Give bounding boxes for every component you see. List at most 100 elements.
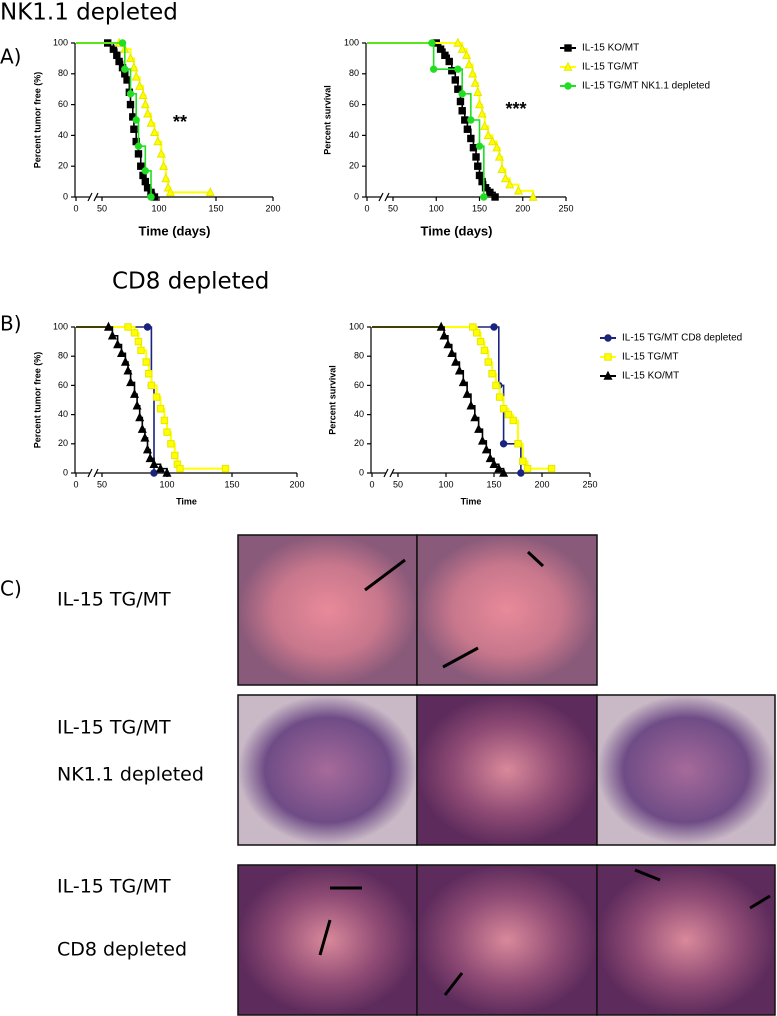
y-tick-label: 80 (58, 351, 68, 361)
marker (487, 136, 497, 146)
marker (519, 457, 527, 466)
micrograph (416, 694, 598, 846)
legend-label: IL-15 TG/MT (622, 352, 679, 363)
marker (496, 393, 504, 401)
legend-label: IL-15 KO/MT (582, 43, 639, 54)
micrograph (237, 864, 418, 1016)
marker (147, 381, 156, 390)
marker (477, 108, 487, 118)
x-axis-label: Time (461, 496, 482, 506)
marker (474, 423, 484, 433)
marker (161, 173, 171, 183)
marker (163, 428, 171, 436)
micrograph (237, 694, 418, 846)
x-tick-label: 200 (515, 203, 530, 213)
marker (454, 365, 464, 375)
x-axis-label: Time (days) (420, 223, 492, 238)
marker (146, 117, 156, 127)
axis-break (93, 192, 99, 202)
marker (474, 99, 485, 109)
micrograph (416, 534, 598, 686)
row-label: IL-15 TG/MT (57, 876, 171, 898)
legend-label: IL-15 TG/MT NK1.1 depleted (582, 81, 710, 92)
marker (485, 453, 495, 463)
y-tick-label: 80 (349, 68, 359, 78)
marker (140, 432, 150, 442)
axis-break (378, 192, 384, 202)
marker (171, 451, 179, 460)
legend-marker (603, 370, 613, 380)
marker (462, 388, 472, 398)
y-tick-label: 20 (58, 438, 68, 448)
marker (134, 142, 143, 150)
marker (145, 453, 155, 463)
x-tick-label: 200 (289, 479, 304, 489)
marker (469, 144, 478, 152)
marker (475, 171, 484, 180)
marker (470, 412, 480, 422)
x-tick-label: 50 (97, 203, 107, 213)
marker (494, 151, 504, 161)
marker (497, 163, 507, 173)
x-tick-label: 0 (364, 203, 369, 213)
marker (116, 347, 127, 357)
x-tick-label: 250 (558, 203, 573, 213)
marker (121, 65, 129, 73)
axis-break (87, 192, 93, 202)
marker (451, 356, 461, 366)
marker (436, 45, 445, 53)
marker (429, 65, 438, 73)
marker (115, 57, 123, 66)
marker (137, 346, 145, 355)
marker (480, 193, 488, 201)
arrows (318, 550, 771, 996)
marker (499, 467, 509, 477)
annotation: ** (173, 112, 187, 132)
marker (468, 68, 478, 78)
marker (500, 173, 510, 183)
panel-label: B) (0, 312, 22, 336)
micrograph (237, 534, 418, 686)
survival-curve (372, 326, 552, 470)
marker (141, 167, 150, 175)
marker (509, 416, 517, 425)
marker (517, 469, 525, 477)
y-tick-label: 60 (354, 380, 364, 390)
x-tick-label: 150 (472, 203, 487, 213)
marker (132, 116, 140, 124)
legend-label: IL-15 TG/MT (582, 62, 639, 73)
micrograph (596, 694, 776, 846)
marker (514, 440, 522, 448)
marker (129, 62, 139, 72)
x-tick-label: 0 (369, 479, 374, 489)
marker (486, 188, 494, 197)
y-tick-label: 0 (354, 191, 359, 201)
y-tick-label: 0 (359, 467, 364, 477)
y-tick-label: 100 (349, 321, 364, 331)
marker (126, 90, 135, 98)
y-tick-label: 40 (349, 130, 359, 140)
axis-break (93, 468, 99, 478)
marker (458, 377, 468, 387)
heading: CD8 depleted (112, 269, 269, 295)
marker (472, 153, 480, 161)
marker (167, 440, 175, 448)
marker (124, 323, 132, 331)
marker (481, 444, 491, 454)
marker (156, 148, 166, 158)
marker (149, 458, 159, 468)
marker (123, 76, 131, 84)
marker (156, 405, 165, 413)
marker (453, 37, 463, 47)
y-tick-label: 100 (53, 37, 68, 47)
marker (135, 412, 145, 422)
marker (483, 130, 493, 140)
marker (473, 329, 481, 337)
legend-marker (564, 82, 572, 90)
marker (155, 463, 166, 473)
micrograph (596, 864, 776, 1016)
marker (454, 85, 462, 93)
y-tick-label: 0 (63, 467, 68, 477)
marker (499, 440, 508, 448)
